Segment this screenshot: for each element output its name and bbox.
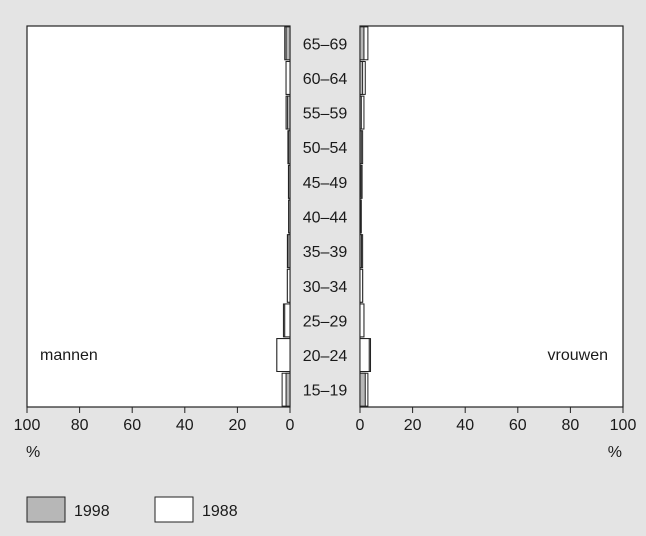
x-tick-label-female-40: 40	[456, 417, 474, 434]
bar-male-1988-30-34	[286, 268, 291, 303]
legend-swatch-1988	[154, 496, 194, 523]
x-unit-left: %	[26, 444, 40, 461]
x-tick-label-male-40: 40	[176, 417, 194, 434]
x-tick-label-male-80: 80	[71, 417, 89, 434]
bar-male-1998-65-69	[285, 26, 291, 61]
legend-swatch-1998	[26, 496, 66, 523]
age-label-65-69: 65–69	[303, 36, 348, 53]
female-plot-area	[359, 25, 624, 408]
bar-female-1988-20-24	[359, 338, 370, 372]
x-tick-label-female-80: 80	[562, 417, 580, 434]
x-unit-right: %	[608, 444, 622, 461]
bar-female-1998-55-59	[359, 95, 362, 130]
bar-male-1988-60-64	[285, 61, 291, 95]
male-panel-label: mannen	[40, 347, 98, 364]
bar-female-1998-40-44	[359, 199, 362, 234]
legend-label-1998: 1998	[74, 503, 110, 520]
bar-female-1998-60-64	[359, 61, 364, 95]
bar-female-1998-45-49	[359, 164, 362, 199]
age-label-60-64: 60–64	[303, 71, 348, 88]
age-labels-layer: 15–19 20–24 25–29 30–34 35–39 40–44 45–49 50–54…	[303, 36, 348, 399]
x-tick-label-female-0: 0	[356, 417, 365, 434]
age-label-25-29: 25–29	[303, 313, 348, 330]
legend-label-1988: 1988	[202, 503, 238, 520]
bar-female-1998-65-69	[359, 26, 365, 61]
female-panel-label: vrouwen	[548, 347, 608, 364]
bar-female-1998-35-39	[359, 234, 363, 269]
x-tick-label-male-60: 60	[123, 417, 141, 434]
age-label-45-49: 45–49	[303, 175, 348, 192]
age-label-20-24: 20–24	[303, 348, 348, 365]
age-label-35-39: 35–39	[303, 244, 348, 261]
x-tick-label-female-20: 20	[404, 417, 422, 434]
age-label-50-54: 50–54	[303, 140, 348, 157]
age-label-40-44: 40–44	[303, 210, 348, 227]
bar-female-1998-50-54	[359, 130, 362, 165]
bar-male-1998-15-19	[285, 372, 291, 407]
bar-male-1988-25-29	[284, 303, 291, 338]
age-label-30-34: 30–34	[303, 279, 348, 296]
x-tick-label-female-60: 60	[509, 417, 527, 434]
x-tick-label-male-0: 0	[286, 417, 295, 434]
male-plot-area	[26, 25, 291, 408]
x-tick-label-female-100: 100	[610, 417, 637, 434]
age-label-55-59: 55–59	[303, 106, 348, 123]
bar-male-1998-35-39	[287, 234, 291, 269]
bar-female-1988-25-29	[359, 303, 365, 338]
x-tick-label-male-20: 20	[229, 417, 247, 434]
bar-male-1988-20-24	[276, 338, 291, 372]
bar-female-1988-30-34	[359, 268, 364, 303]
bars-layer	[276, 26, 372, 407]
bar-male-1988-45-49	[288, 164, 291, 199]
bar-male-1998-55-59	[286, 95, 291, 130]
bar-male-1988-40-44	[288, 199, 291, 234]
bar-male-1998-50-54	[287, 130, 291, 165]
age-label-15-19: 15–19	[303, 383, 348, 400]
bar-female-1998-15-19	[359, 372, 366, 407]
ticks-layer: 100 80 60 40 20 0 0 20 40 60 80 100	[14, 407, 637, 434]
x-tick-label-male-100: 100	[14, 417, 41, 434]
